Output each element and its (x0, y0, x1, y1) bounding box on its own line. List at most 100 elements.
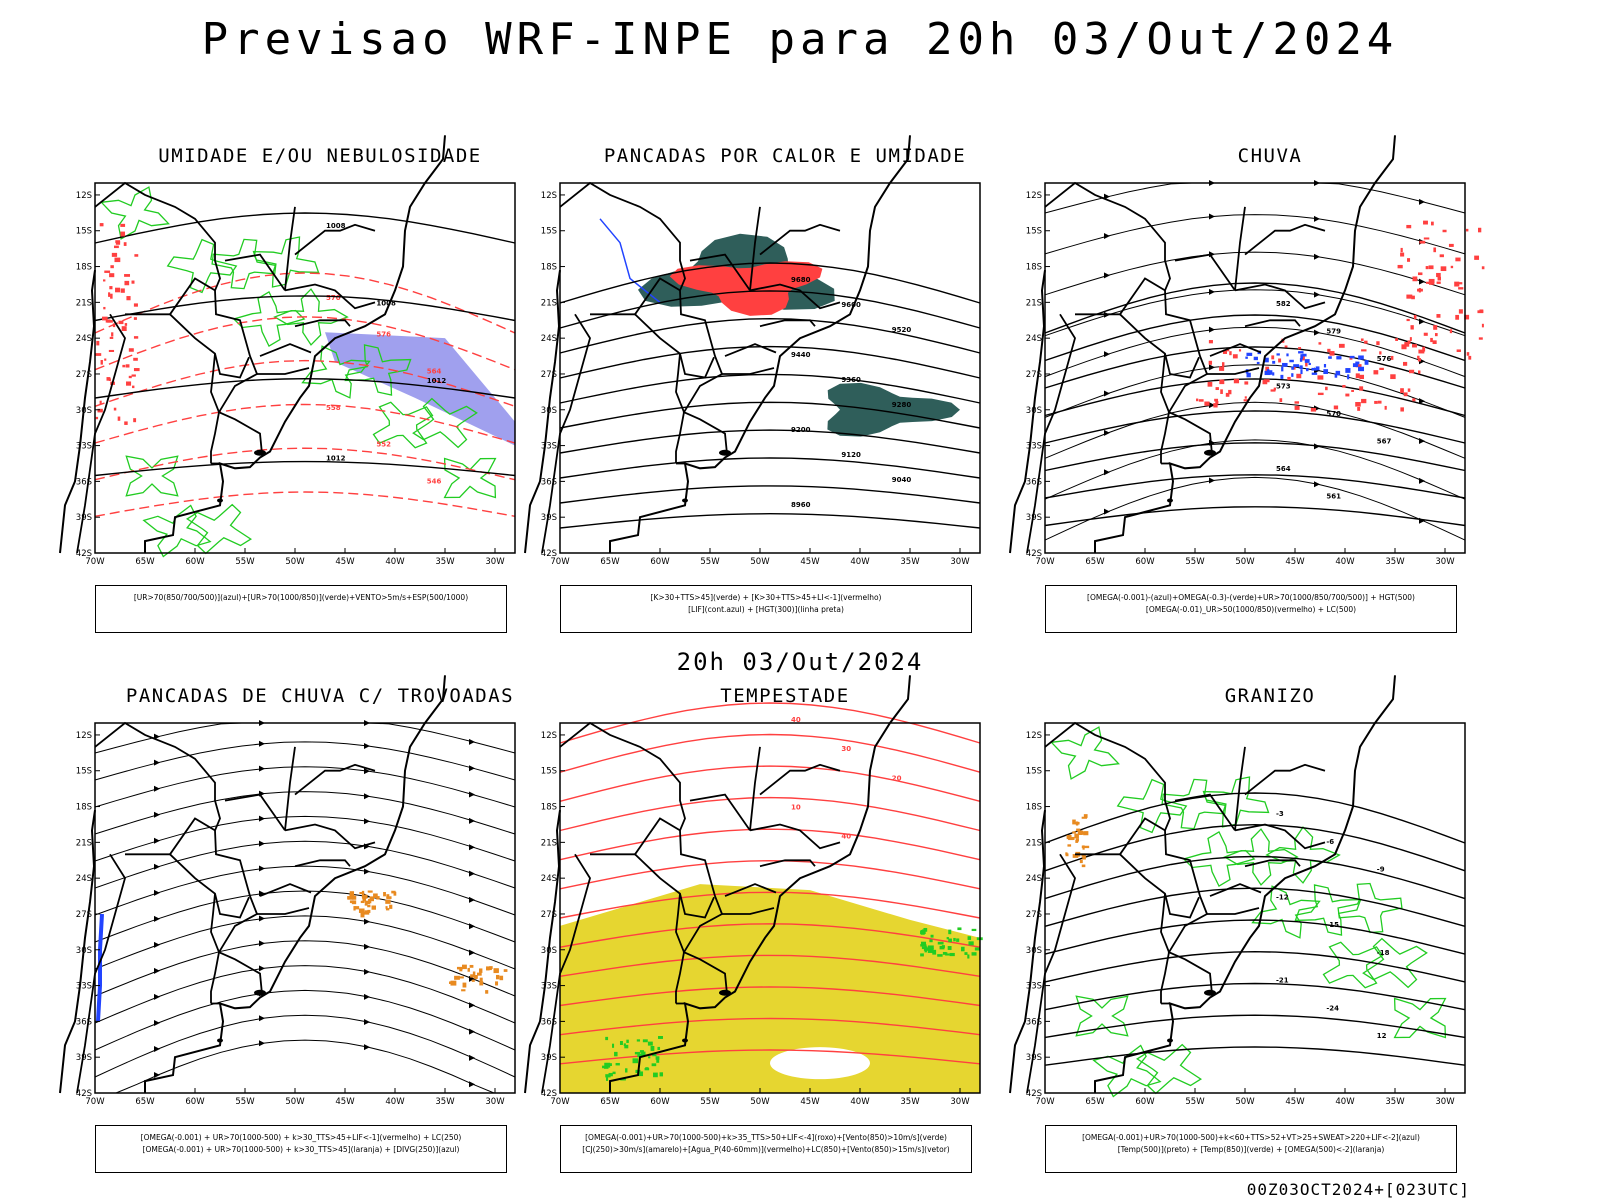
map-panel: TEMPESTADE 40 30 20 10 40 12S 15S 18S 21S 24S 27S 30… (524, 675, 1020, 1175)
signal-cell (1334, 374, 1338, 378)
lat-tick-label: 27S (541, 910, 557, 920)
signal-cell (122, 364, 126, 368)
signal-cell (104, 270, 111, 273)
signal-cell (1289, 359, 1294, 363)
lon-tick-label: 70W (550, 1097, 570, 1107)
lon-tick-label: 35W (900, 1097, 920, 1107)
signal-cell (1466, 228, 1469, 232)
green-contour (1050, 726, 1120, 780)
border-line (724, 883, 777, 897)
signal-cell (930, 934, 934, 938)
signal-cell (1407, 258, 1411, 262)
signal-cell (1323, 369, 1329, 375)
contour-line (559, 373, 981, 404)
streamline (94, 890, 516, 943)
lat-tick-label: 24S (541, 874, 557, 884)
signal-cell (124, 421, 128, 425)
signal-cell (923, 927, 928, 932)
signal-cell (367, 890, 371, 893)
lc250-streamlines (94, 720, 516, 1094)
signal-cell (1436, 314, 1441, 318)
lat-tick-label: 33S (1026, 442, 1042, 452)
signal-cell (470, 974, 476, 978)
east-coastline (609, 675, 911, 1093)
signal-cell (461, 989, 466, 992)
contour-line (559, 765, 981, 802)
signal-cell (1423, 220, 1428, 225)
signal-cell (1402, 361, 1408, 366)
signal-cell (1276, 353, 1280, 356)
contour-label: 9360 (841, 376, 861, 384)
signal-cell (1411, 295, 1415, 300)
contour-label: 1008 (376, 300, 396, 308)
signal-cell (623, 1043, 626, 1047)
border-line (634, 817, 681, 855)
signal-cell (1342, 384, 1346, 388)
signal-cell (651, 1063, 657, 1067)
signal-cell (1410, 325, 1414, 330)
signal-cell (111, 252, 118, 257)
signal-cell (1418, 287, 1421, 293)
signal-cell (1280, 374, 1284, 379)
signal-cell (1417, 355, 1420, 359)
signal-cell (1083, 845, 1090, 849)
signal-cell (472, 971, 476, 975)
signal-cell (109, 286, 113, 290)
signal-cell (1400, 247, 1403, 253)
lat-tick-label: 21S (541, 838, 557, 848)
border-line (689, 253, 751, 291)
signal-cell (1219, 379, 1225, 385)
political-borders (524, 675, 911, 1094)
border-line (724, 343, 777, 357)
border-line (169, 817, 216, 855)
temp850-contours (1050, 726, 1447, 1098)
signal-cell (1379, 367, 1384, 370)
signal-cell (655, 1056, 660, 1060)
signal-cell (1377, 400, 1382, 404)
signal-cell (474, 975, 478, 980)
signal-cell (1198, 399, 1204, 402)
signal-cell (626, 1039, 629, 1043)
signal-cell (110, 293, 113, 299)
signal-cell (1425, 266, 1429, 270)
signal-cell (1208, 360, 1213, 365)
signal-cell (650, 1046, 655, 1051)
signal-cell (648, 1056, 651, 1059)
contour-label: 1012 (427, 377, 447, 385)
main-title: Previsao WRF-INPE para 20h 03/Out/2024 (201, 14, 1399, 65)
signal-cell (641, 1051, 646, 1057)
streamline (1044, 439, 1466, 500)
contour-label: 9280 (892, 401, 912, 409)
signal-cell (1431, 221, 1434, 226)
contour-line (94, 359, 516, 407)
border-line (1234, 206, 1246, 291)
border-line (1044, 181, 1213, 454)
signal-cell (638, 1071, 644, 1077)
signal-cell (96, 340, 100, 346)
lon-tick-label: 45W (800, 557, 820, 567)
signal-cell (1065, 852, 1068, 855)
signal-cell (108, 292, 111, 297)
signal-cell (1359, 374, 1365, 380)
signal-cell (1455, 257, 1461, 262)
contour-line (1044, 506, 1466, 527)
lon-tick-label: 45W (1285, 1097, 1305, 1107)
signal-cell (1296, 373, 1302, 379)
green-contour (1393, 997, 1447, 1039)
contour-label: -9 (1377, 866, 1385, 874)
signal-cell (657, 1046, 661, 1051)
lon-tick-label: 40W (850, 557, 870, 567)
signal-cell (1214, 398, 1219, 402)
signal-cell (1272, 372, 1275, 376)
lon-tick-label: 40W (1335, 557, 1355, 567)
border-line (1207, 907, 1260, 915)
signal-cell (109, 273, 115, 278)
lat-tick-label: 36S (541, 477, 557, 487)
jet-gap (770, 1047, 870, 1080)
lon-tick-label: 30W (485, 1097, 505, 1107)
signal-cell (115, 287, 121, 293)
signal-cell (1351, 389, 1354, 392)
